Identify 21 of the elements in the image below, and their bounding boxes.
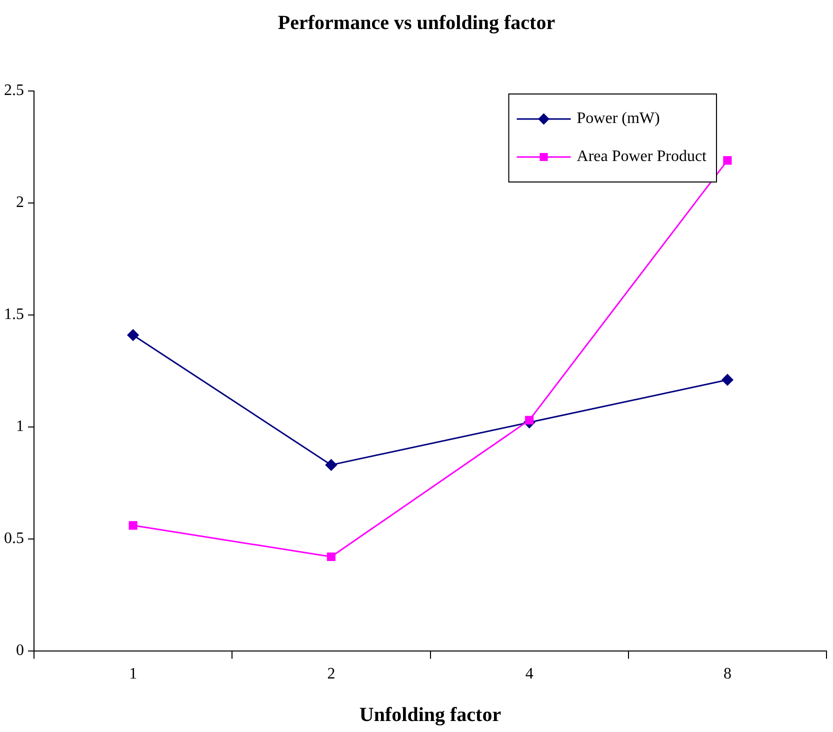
y-tick-label: 2 [16, 194, 24, 212]
point [525, 416, 534, 424]
y-tick-label: 1 [16, 418, 24, 436]
point [127, 329, 139, 341]
point [326, 552, 336, 562]
point [723, 156, 732, 165]
x-tick-label: 8 [723, 666, 732, 683]
y-tick-label: 0.5 [4, 530, 24, 548]
chart-title: Performance vs unfolding factor [278, 12, 556, 34]
y-tick-label: 1.5 [4, 306, 24, 324]
y-tick-label: 0 [16, 642, 24, 660]
x-axis-title: Unfolding factor [359, 704, 502, 726]
y-tick-label: 2.5 [4, 82, 24, 100]
legend-label: Area Power Product [576, 148, 708, 166]
legend-label: Power (mW) [576, 110, 660, 128]
x-tick-label: 1 [129, 666, 138, 683]
point [128, 521, 138, 530]
x-tick-label: 2 [327, 666, 336, 683]
x-tick-label: 4 [525, 666, 534, 683]
point [325, 459, 337, 471]
point [722, 374, 734, 386]
